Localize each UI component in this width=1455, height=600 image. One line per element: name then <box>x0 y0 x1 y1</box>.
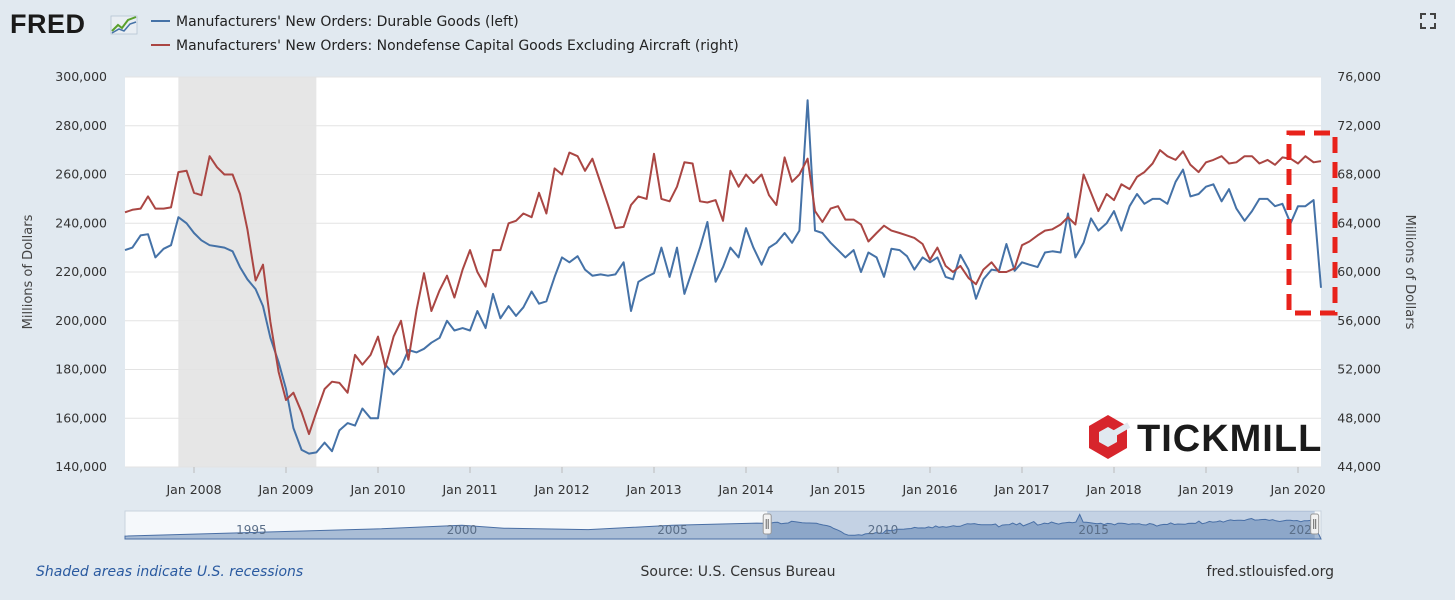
navigator-year-label: 2000 <box>447 523 478 537</box>
right-tick-label: 76,000 <box>1337 69 1381 84</box>
right-tick-label: 60,000 <box>1337 264 1381 279</box>
series-line-capital-goods <box>124 149 1322 436</box>
x-tick-label: Jan 2015 <box>809 482 865 497</box>
left-tick-label: 300,000 <box>55 69 107 84</box>
highlight-box <box>1286 130 1338 316</box>
navigator-right-handle[interactable] <box>1310 513 1320 535</box>
right-tick-label: 48,000 <box>1337 410 1381 425</box>
left-axis-title: Millions of Dollars <box>21 214 36 329</box>
handle-grip[interactable] <box>1310 513 1320 535</box>
right-axis-title: Millions of Dollars <box>1402 215 1417 330</box>
x-tick-label: Jan 2017 <box>993 482 1049 497</box>
expand-icon[interactable] <box>1420 13 1436 29</box>
navigator-labels: 1995 2000 2005 2010 2015 2020 <box>236 523 1319 537</box>
right-tick-label: 64,000 <box>1337 215 1381 230</box>
right-tick-label: 52,000 <box>1337 362 1381 377</box>
navigator-left-handle[interactable] <box>762 513 772 535</box>
x-tick-label: Jan 2012 <box>533 482 589 497</box>
left-axis-ticks: 140,000 160,000 180,000 200,000 220,000 240,0… <box>55 69 107 474</box>
fred-logo-text: FRED <box>10 9 86 39</box>
legend-label-durable: Manufacturers' New Orders: Durable Goods… <box>176 14 519 30</box>
right-tick-label: 72,000 <box>1337 118 1381 133</box>
source-text: Source: U.S. Census Bureau <box>641 564 836 580</box>
x-tick-label: Jan 2014 <box>717 482 773 497</box>
left-tick-label: 240,000 <box>55 215 107 230</box>
navigator-year-label: 2010 <box>868 523 899 537</box>
site-link[interactable]: fred.stlouisfed.org <box>1207 564 1334 580</box>
grid-lines <box>125 76 1321 468</box>
left-tick-label: 160,000 <box>55 410 107 425</box>
x-axis-ticks: Jan 2008 Jan 2009 Jan 2010 Jan 2011 Jan 2012… <box>165 467 1326 497</box>
legend: Manufacturers' New Orders: Durable Goods… <box>151 14 739 54</box>
right-tick-label: 68,000 <box>1337 167 1381 182</box>
navigator-year-label: 2005 <box>657 523 688 537</box>
x-tick-label: Jan 2020 <box>1269 482 1325 497</box>
legend-item-capital-goods[interactable]: Manufacturers' New Orders: Nondefense Ca… <box>151 38 739 54</box>
x-tick-label: Jan 2018 <box>1085 482 1141 497</box>
left-tick-label: 180,000 <box>55 362 107 377</box>
x-tick-label: Jan 2010 <box>349 482 405 497</box>
left-tick-label: 220,000 <box>55 264 107 279</box>
navigator-year-label: 1995 <box>236 523 267 537</box>
navigator-year-label: 2015 <box>1078 523 1109 537</box>
x-tick-label: Jan 2009 <box>257 482 313 497</box>
x-tick-label: Jan 2016 <box>901 482 957 497</box>
legend-item-durable-goods[interactable]: Manufacturers' New Orders: Durable Goods… <box>151 14 519 30</box>
x-tick-label: Jan 2019 <box>1177 482 1233 497</box>
fred-logo-graph-icon <box>110 15 138 35</box>
right-tick-label: 44,000 <box>1337 459 1381 474</box>
x-tick-label: Jan 2008 <box>165 482 221 497</box>
x-tick-label: Jan 2011 <box>441 482 497 497</box>
recession-note: Shaded areas indicate U.S. recessions <box>36 564 303 580</box>
left-tick-label: 260,000 <box>55 167 107 182</box>
series-line-durable-goods <box>124 99 1322 455</box>
handle-grip[interactable] <box>762 513 772 535</box>
fred-logo[interactable]: FRED <box>10 9 138 39</box>
right-tick-label: 56,000 <box>1337 313 1381 328</box>
left-tick-label: 200,000 <box>55 313 107 328</box>
range-navigator[interactable]: 1995 2000 2005 2010 2015 2020 <box>124 510 1322 540</box>
left-tick-label: 280,000 <box>55 118 107 133</box>
navigator-selection[interactable] <box>767 511 1315 539</box>
navigator-series <box>124 513 1322 540</box>
x-tick-label: Jan 2013 <box>625 482 681 497</box>
left-tick-label: 140,000 <box>55 459 107 474</box>
series-lines <box>124 99 1322 455</box>
legend-label-capital: Manufacturers' New Orders: Nondefense Ca… <box>176 38 739 54</box>
right-axis-ticks: 44,000 48,000 52,000 56,000 60,000 64,000 68,0… <box>1337 69 1381 474</box>
tickmill-watermark: TICKMILL <box>1089 415 1322 460</box>
tickmill-logo-icon <box>1089 415 1131 459</box>
tickmill-text: TICKMILL <box>1137 418 1322 460</box>
